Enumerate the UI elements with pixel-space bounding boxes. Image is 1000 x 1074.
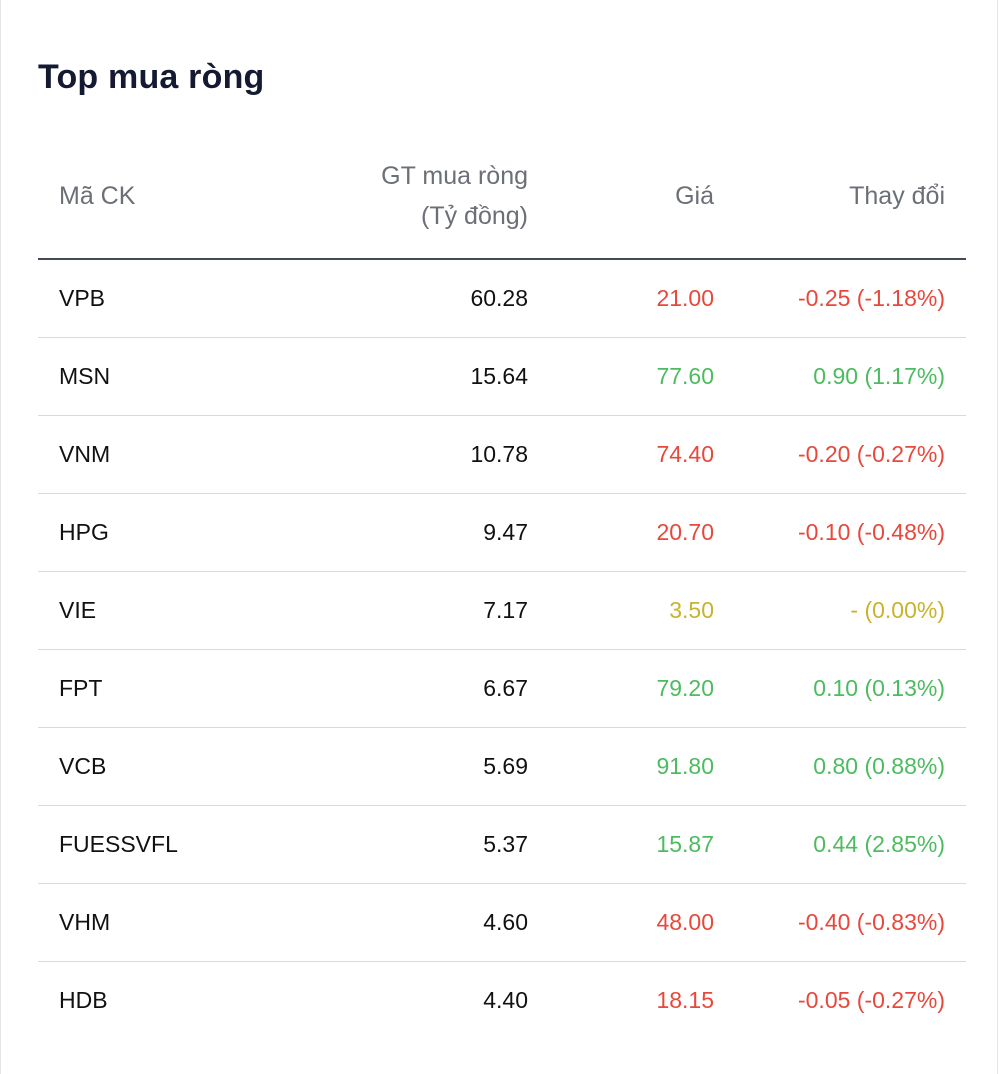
price-cell: 3.50 [669, 597, 714, 623]
stock-code-cell[interactable]: FPT [59, 675, 103, 701]
column-header-net-buy-value[interactable]: GT mua ròng (Tỷ đồng) [381, 156, 528, 236]
change-cell: -0.05 (-0.27%) [797, 987, 945, 1013]
stock-code-cell[interactable]: VNM [59, 441, 111, 467]
panel-title: Top mua ròng [38, 58, 265, 96]
net-buy-value-cell: 4.60 [483, 909, 528, 935]
change-cell: -0.25 (-1.18%) [797, 285, 945, 311]
column-header-code[interactable]: Mã CK [59, 182, 136, 210]
stock-code-cell[interactable]: HPG [59, 519, 109, 545]
net-buy-value-cell: 5.69 [483, 753, 528, 779]
stock-code-cell[interactable]: VCB [59, 753, 107, 779]
net-buy-value-cell: 9.47 [483, 519, 528, 545]
table-row[interactable]: FPT 6.67 79.20 0.10 (0.13%) [38, 650, 966, 728]
price-cell: 20.70 [656, 519, 714, 545]
change-cell: 0.90 (1.17%) [813, 363, 945, 389]
price-cell: 91.80 [656, 753, 714, 779]
table-row[interactable]: VHM 4.60 48.00 -0.40 (-0.83%) [38, 884, 966, 962]
change-cell: -0.20 (-0.27%) [797, 441, 945, 467]
table-row[interactable]: VIE 7.17 3.50 - (0.00%) [38, 572, 966, 650]
net-buy-value-cell: 7.17 [483, 597, 528, 623]
price-cell: 79.20 [656, 675, 714, 701]
change-cell: -0.40 (-0.83%) [797, 909, 945, 935]
stock-code-cell[interactable]: VIE [59, 597, 97, 623]
column-header-net-buy-value-line2: (Tỷ đồng) [421, 202, 528, 230]
net-buy-value-cell: 6.67 [483, 675, 528, 701]
stock-code-cell[interactable]: FUESSVFL [59, 831, 178, 857]
table-row[interactable]: HDB 4.40 18.15 -0.05 (-0.27%) [38, 962, 966, 1039]
net-buy-table: Mã CK GT mua ròng (Tỷ đồng) Giá Thay đổi… [38, 144, 966, 1039]
change-cell: 0.44 (2.85%) [813, 831, 945, 857]
net-buy-value-cell: 15.64 [470, 363, 528, 389]
stock-code-cell[interactable]: HDB [59, 987, 108, 1013]
net-buy-value-cell: 60.28 [470, 285, 528, 311]
change-cell: -0.10 (-0.48%) [797, 519, 945, 545]
column-header-price[interactable]: Giá [675, 182, 714, 210]
price-cell: 77.60 [656, 363, 714, 389]
change-cell: 0.10 (0.13%) [813, 675, 945, 701]
table-row[interactable]: VCB 5.69 91.80 0.80 (0.88%) [38, 728, 966, 806]
price-cell: 21.00 [656, 285, 714, 311]
net-buy-value-cell: 10.78 [470, 441, 528, 467]
table-body: VPB 60.28 21.00 -0.25 (-1.18%) MSN 15.64… [38, 260, 966, 1039]
stock-code-cell[interactable]: MSN [59, 363, 111, 389]
table-header: Mã CK GT mua ròng (Tỷ đồng) Giá Thay đổi [38, 144, 966, 260]
column-header-net-buy-value-line1: GT mua ròng [381, 162, 528, 190]
price-cell: 48.00 [656, 909, 714, 935]
table-row[interactable]: VNM 10.78 74.40 -0.20 (-0.27%) [38, 416, 966, 494]
table-row[interactable]: VPB 60.28 21.00 -0.25 (-1.18%) [38, 260, 966, 338]
table-row[interactable]: MSN 15.64 77.60 0.90 (1.17%) [38, 338, 966, 416]
price-cell: 74.40 [656, 441, 714, 467]
change-cell: - (0.00%) [850, 597, 945, 623]
stock-code-cell[interactable]: VHM [59, 909, 111, 935]
price-cell: 15.87 [656, 831, 714, 857]
stock-code-cell[interactable]: VPB [59, 285, 106, 311]
table-row[interactable]: HPG 9.47 20.70 -0.10 (-0.48%) [38, 494, 966, 572]
column-header-change[interactable]: Thay đổi [849, 182, 945, 210]
net-buy-value-cell: 5.37 [483, 831, 528, 857]
change-cell: 0.80 (0.88%) [813, 753, 945, 779]
net-buy-value-cell: 4.40 [483, 987, 528, 1013]
table-row[interactable]: FUESSVFL 5.37 15.87 0.44 (2.85%) [38, 806, 966, 884]
price-cell: 18.15 [656, 987, 714, 1013]
